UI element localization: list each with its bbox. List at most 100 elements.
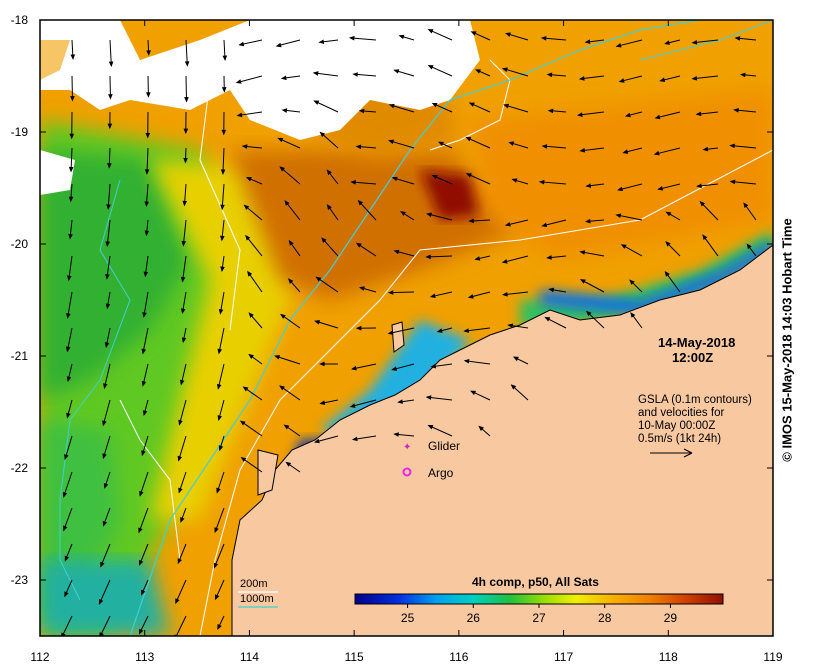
- velocity-arrow-head: [504, 32, 511, 37]
- velocity-arrow-head: [538, 179, 545, 185]
- velocity-arrow: [616, 214, 643, 221]
- colorbar-title: 4h comp, p50, All Sats: [472, 575, 599, 589]
- velocity-arrow-head: [69, 133, 75, 140]
- velocity-arrow-head: [103, 383, 108, 390]
- velocity-arrow-head: [746, 243, 752, 250]
- velocity-arrow-head: [245, 234, 251, 241]
- velocity-arrow-head: [179, 379, 185, 386]
- lat-tick-label: -20: [11, 237, 29, 251]
- velocity-arrow-head: [139, 490, 144, 497]
- velocity-arrow: [98, 579, 111, 604]
- velocity-arrow-head: [350, 365, 357, 371]
- velocity-arrow-head: [105, 303, 111, 310]
- velocity-arrow: [700, 201, 719, 221]
- velocity-arrow-head: [326, 204, 332, 210]
- velocity-arrow-head: [427, 65, 434, 70]
- velocity-arrow-head: [315, 276, 322, 282]
- velocity-arrow: [182, 219, 187, 246]
- velocity-arrow-head: [501, 67, 508, 72]
- velocity-arrow-head: [502, 291, 508, 297]
- velocity-arrow-head: [699, 200, 706, 207]
- velocity-arrow-head: [175, 598, 180, 605]
- velocity-arrow-head: [425, 395, 432, 400]
- velocity-arrow-head: [182, 200, 188, 207]
- velocity-arrow-head: [177, 455, 183, 462]
- velocity-arrow-head: [143, 271, 149, 278]
- velocity-arrow-head: [184, 61, 190, 67]
- colorbar-tick-label: 25: [401, 611, 415, 625]
- velocity-arrow-head: [146, 50, 151, 56]
- velocity-arrow-head: [355, 242, 362, 248]
- velocity-arrow-head: [319, 131, 326, 138]
- velocity-arrow-head: [242, 386, 249, 392]
- velocity-arrow-head: [216, 383, 222, 390]
- velocity-arrow-head: [397, 399, 403, 404]
- velocity-arrow: [428, 65, 453, 77]
- velocity-arrow-head: [393, 249, 400, 255]
- velocity-arrow-head: [426, 212, 433, 218]
- velocity-arrow-head: [579, 250, 586, 255]
- velocity-arrow: [730, 144, 757, 149]
- velocity-arrow-head: [739, 72, 746, 78]
- velocity-arrow-head: [177, 558, 182, 565]
- velocity-arrow-head: [355, 144, 362, 150]
- contour-legend: 200m 1000m: [238, 578, 278, 608]
- velocity-arrow-head: [654, 114, 661, 120]
- colorbar-tick-label: 28: [598, 611, 612, 625]
- velocity-arrow-head: [504, 221, 511, 227]
- velocity-arrow-head: [321, 237, 327, 243]
- velocity-arrow-head: [218, 308, 224, 315]
- velocity-arrow-head: [541, 144, 548, 149]
- velocity-arrow: [350, 399, 377, 408]
- velocity-arrow-head: [478, 425, 484, 432]
- velocity-arrow-head: [319, 361, 325, 367]
- velocity-arrow-head: [142, 312, 147, 318]
- velocity-arrow-head: [280, 75, 287, 81]
- velocity-arrow-head: [221, 129, 227, 136]
- sst-field: [40, 20, 773, 636]
- velocity-arrow-head: [183, 157, 188, 164]
- contour-200-label: 200m: [240, 578, 268, 590]
- velocity-arrow: [63, 471, 73, 497]
- velocity-arrow-head: [141, 450, 146, 457]
- velocity-arrow-head: [357, 199, 364, 206]
- colorbar-tick-label: 27: [532, 611, 546, 625]
- velocity-arrow: [540, 181, 567, 185]
- velocity-arrow: [175, 615, 187, 636]
- velocity-arrow-head: [214, 527, 219, 534]
- velocity-arrow-head: [615, 43, 622, 48]
- velocity-arrow-head: [393, 432, 399, 437]
- velocity-arrow-head: [180, 276, 186, 283]
- velocity-arrow-head: [548, 287, 555, 293]
- velocity-arrow-head: [70, 54, 76, 60]
- velocity-arrow-head: [180, 516, 185, 523]
- velocity-arrow: [236, 75, 263, 84]
- velocity-arrow-head: [512, 356, 519, 362]
- velocity-arrow-head: [313, 438, 320, 444]
- velocity-arrow-head: [248, 353, 254, 360]
- velocity-arrow-head: [64, 555, 70, 562]
- velocity-arrow-head: [67, 275, 72, 282]
- lon-axis: 112 113 114 115 116 117 118 119: [30, 20, 783, 664]
- velocity-arrow-head: [326, 169, 332, 176]
- velocity-arrow: [578, 111, 605, 116]
- velocity-arrow-head: [702, 146, 709, 152]
- velocity-arrow: [692, 39, 719, 44]
- velocity-arrow-head: [178, 419, 183, 426]
- lat-tick-label: -18: [11, 13, 29, 27]
- velocity-arrow: [730, 181, 757, 185]
- velocity-arrow-head: [470, 31, 477, 36]
- velocity-arrow-head: [279, 166, 285, 172]
- velocity-arrow-head: [691, 76, 698, 81]
- argo-icon: [402, 467, 412, 477]
- velocity-arrow-head: [664, 270, 670, 277]
- velocity-arrow: [654, 147, 681, 155]
- lat-tick-label: -21: [11, 349, 29, 363]
- velocity-arrow-head: [388, 103, 395, 109]
- velocity-arrow-head: [314, 320, 321, 325]
- velocity-arrow-head: [106, 204, 111, 210]
- velocity-arrow-head: [400, 211, 406, 216]
- velocity-arrow-head: [284, 200, 290, 206]
- velocity-arrow-head: [235, 79, 242, 84]
- velocity-arrow: [358, 200, 377, 221]
